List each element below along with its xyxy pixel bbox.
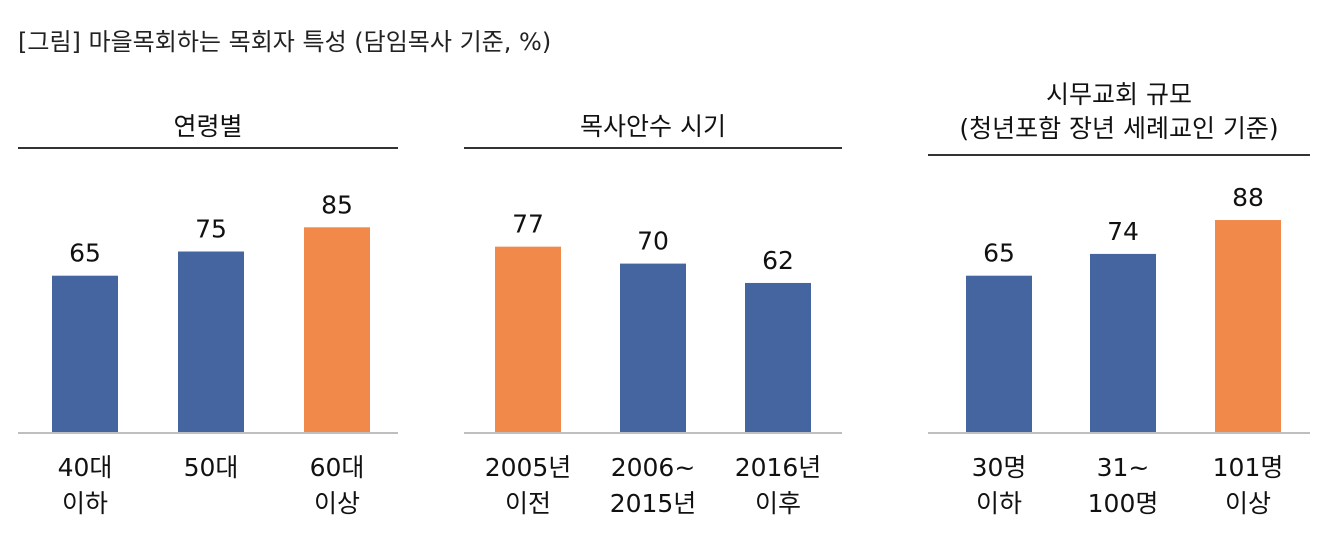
bar — [178, 251, 244, 433]
data-label: 65 — [983, 239, 1015, 268]
figure-title: [그림] 마을목회하는 목회자 특성 (담임목사 기준, %) — [18, 28, 552, 56]
data-label: 62 — [762, 246, 794, 275]
bar — [495, 246, 561, 433]
bar — [52, 275, 118, 433]
chart-title: 연령별 — [173, 112, 243, 141]
bar — [1215, 220, 1281, 433]
chart-title: 목사안수 시기 — [580, 112, 726, 141]
category-label: 50대 — [183, 453, 239, 482]
title-underline — [464, 147, 842, 149]
bar — [1090, 253, 1156, 433]
data-label: 85 — [321, 190, 353, 219]
data-label: 88 — [1232, 183, 1264, 212]
bar — [304, 227, 370, 433]
chart-panel-3: 시무교회 규모 (청년포함 장년 세례교인 기준) 65 74 88 30명 이하 31~ 10… — [928, 0, 1310, 546]
bar — [966, 275, 1032, 433]
chart-panel-2: 목사안수 시기 77 70 62 2005년 이전 2006~ 2015년 2016년 이후 — [464, 0, 842, 546]
data-label: 77 — [512, 210, 544, 239]
chart-title: 시무교회 규모 (청년포함 장년 세례교인 기준) — [959, 80, 1279, 143]
data-label: 70 — [637, 227, 669, 256]
category-label: 2006~ 2015년 — [609, 453, 697, 518]
data-label: 65 — [69, 239, 101, 268]
data-label: 74 — [1107, 217, 1139, 246]
category-label: 30명 이하 — [971, 453, 1027, 518]
category-label: 101명 이상 — [1212, 453, 1284, 518]
title-underline — [18, 147, 398, 149]
chart-panel-1: 연령별 65 75 85 40대 이하 50대 60대 이상 — [18, 0, 398, 546]
category-label: 2016년 이후 — [734, 453, 822, 518]
category-label: 2005년 이전 — [484, 453, 572, 518]
bar-chart: 65 74 88 — [928, 183, 1310, 434]
category-label: 40대 이하 — [57, 453, 113, 518]
category-label: 31~ 100명 — [1087, 453, 1159, 518]
bar — [620, 263, 686, 433]
title-underline — [928, 154, 1310, 156]
data-label: 75 — [195, 215, 227, 244]
category-label: 60대 이상 — [309, 453, 365, 518]
bar — [745, 282, 811, 433]
bar-chart: 77 70 62 — [464, 210, 842, 434]
bar-chart: 65 75 85 — [18, 190, 398, 434]
